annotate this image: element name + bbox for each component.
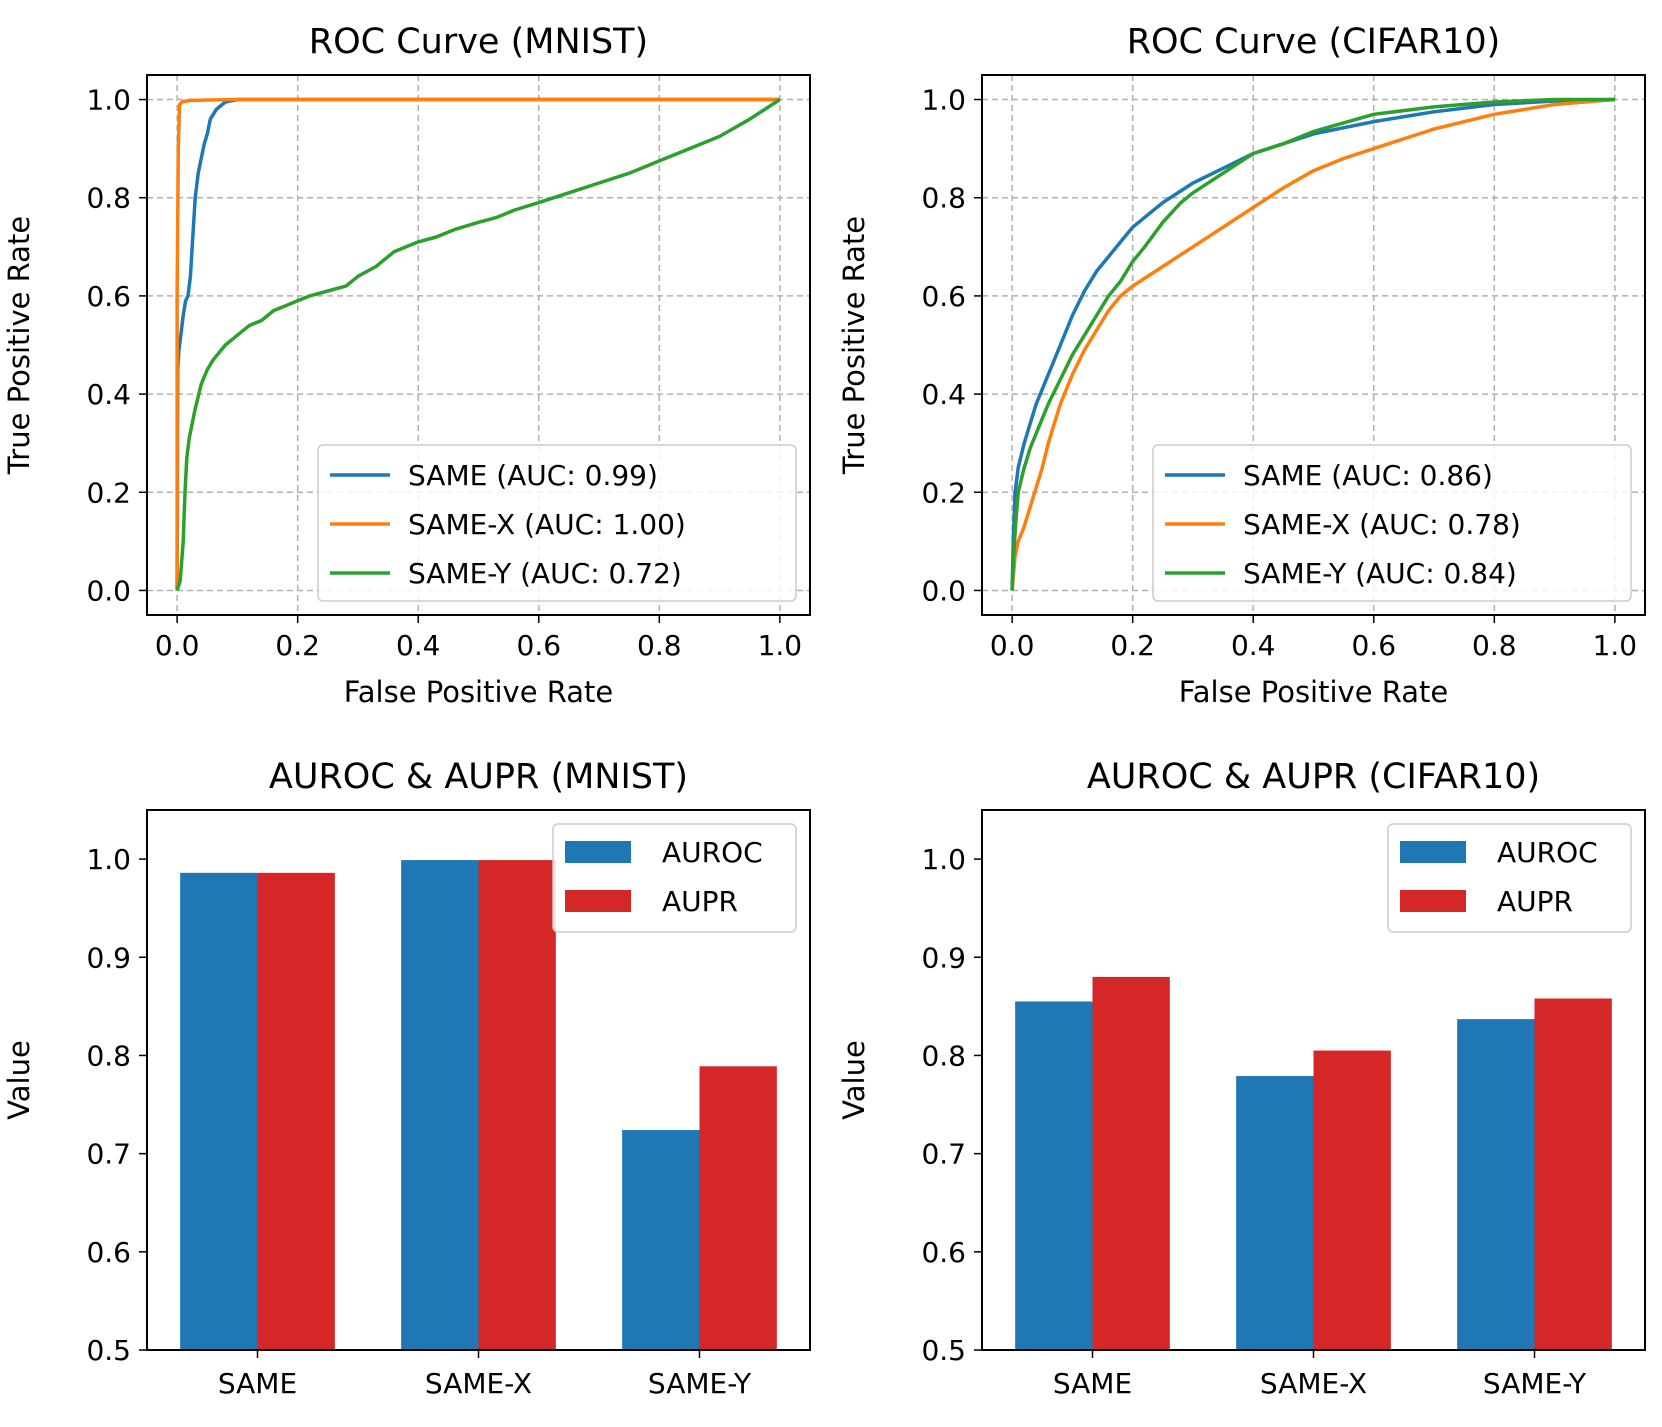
legend-swatch	[1400, 890, 1466, 912]
y-tick-label: 1.0	[86, 843, 131, 876]
y-tick-label: 0.6	[921, 280, 966, 313]
axes-frame	[146, 809, 811, 1351]
legend-swatch	[565, 841, 631, 863]
series-line-2	[175, 97, 780, 591]
x-tick-label: 0.2	[1110, 629, 1155, 662]
axes-frame	[981, 74, 1646, 616]
category-label: SAME-X	[425, 1367, 532, 1400]
bar-aupr-same-x	[1313, 1050, 1391, 1350]
y-tick-label: 1.0	[921, 843, 966, 876]
legend-box	[317, 444, 797, 602]
x-axis-label: False Positive Rate	[344, 675, 614, 709]
x-tick-label: 0.6	[517, 629, 562, 662]
chart-title: AUROC & AUPR (MNIST)	[269, 757, 688, 797]
y-tick-label: 0.2	[86, 476, 131, 509]
y-tick-label: 0.5	[86, 1334, 131, 1367]
y-tick-label: 0.8	[86, 182, 131, 215]
x-tick-label: 0.6	[1352, 629, 1397, 662]
x-tick-label: 0.4	[1231, 629, 1276, 662]
y-axis-label: Value	[2, 1040, 36, 1120]
y-tick-label: 0.8	[921, 1039, 966, 1072]
y-tick-label: 0.6	[921, 1236, 966, 1269]
y-axis-label: Value	[837, 1040, 871, 1120]
bar-aupr-same-y	[1534, 998, 1612, 1350]
x-axis-label: False Positive Rate	[1179, 675, 1449, 709]
y-tick-label: 0.5	[921, 1334, 966, 1367]
y-tick-label: 0.7	[86, 1138, 131, 1171]
category-label: SAME-Y	[648, 1367, 752, 1400]
category-label: SAME-X	[1260, 1367, 1367, 1400]
axes-frame	[146, 74, 811, 616]
x-tick-label: 0.2	[275, 629, 320, 662]
chart-title: AUROC & AUPR (CIFAR10)	[1087, 757, 1540, 797]
bar-auroc-same	[180, 872, 258, 1350]
bar-auroc-same	[1015, 1001, 1093, 1350]
y-tick-label: 0.6	[86, 280, 131, 313]
legend-entry: SAME-Y (AUC: 0.84)	[1243, 557, 1517, 590]
bar-auroc-same-x	[401, 860, 479, 1350]
legend-entry: AUPR	[1497, 885, 1573, 918]
y-tick-label: 0.9	[86, 941, 131, 974]
bar-aupr-same	[257, 872, 335, 1350]
bar-auroc-same-x	[1236, 1076, 1314, 1350]
chart-title: ROC Curve (MNIST)	[309, 22, 648, 62]
chart-2: ROC Curve (CIFAR10) True Positive Rate 0.0…	[837, 22, 1646, 709]
legend-swatch	[565, 890, 631, 912]
x-tick-label: 1.0	[1593, 629, 1638, 662]
bar-auroc-same-y	[1457, 1019, 1535, 1350]
chart-4: AUROC & AUPR (CIFAR10) Value 0.5 0.6 0.7 0.8 0…	[837, 757, 1646, 1400]
y-tick-label: 1.0	[86, 84, 131, 117]
bar-aupr-same	[1092, 976, 1170, 1350]
y-tick-label: 0.2	[921, 476, 966, 509]
x-tick-label: 1.0	[758, 629, 803, 662]
chart-3: AUROC & AUPR (MNIST) Value 0.5 0.6 0.7 0.8 0.9…	[2, 757, 811, 1400]
y-tick-label: 0.7	[921, 1138, 966, 1171]
y-tick-label: 1.0	[921, 84, 966, 117]
y-tick-label: 0.8	[921, 182, 966, 215]
y-tick-label: 0.0	[921, 574, 966, 607]
series-line-3	[1010, 97, 1615, 591]
series-line-2	[1010, 97, 1616, 591]
legend-entry: AUPR	[662, 885, 738, 918]
x-tick-label: 0.0	[155, 629, 200, 662]
legend-entry: SAME-X (AUC: 1.00)	[408, 508, 686, 541]
x-tick-label: 0.4	[396, 629, 441, 662]
series-line-3	[175, 98, 781, 592]
legend-entry: SAME (AUC: 0.86)	[1243, 459, 1493, 492]
chart-title: ROC Curve (CIFAR10)	[1127, 22, 1501, 62]
legend: SAME (AUC: 0.86) SAME-X (AUC: 0.78) SAME-Y…	[1152, 444, 1632, 602]
legend-box	[1152, 444, 1632, 602]
bar-auroc-same-y	[622, 1130, 700, 1350]
series-line-1	[1010, 97, 1615, 591]
y-axis-label: True Positive Rate	[2, 216, 36, 475]
bar-aupr-same-y	[699, 1066, 777, 1350]
category-label: SAME	[1053, 1367, 1132, 1400]
axes-frame	[981, 809, 1646, 1351]
legend-entry: SAME-Y (AUC: 0.72)	[408, 557, 682, 590]
legend-entry: AUROC	[662, 836, 763, 869]
x-tick-label: 0.8	[637, 629, 682, 662]
category-label: SAME-Y	[1483, 1367, 1587, 1400]
y-tick-label: 0.8	[86, 1039, 131, 1072]
y-tick-label: 0.4	[921, 378, 966, 411]
y-tick-label: 0.9	[921, 941, 966, 974]
y-axis-label: True Positive Rate	[837, 216, 871, 475]
legend-entry: AUROC	[1497, 836, 1598, 869]
chart-1: ROC Curve (MNIST) True Positive Rate 0.0 0.…	[2, 22, 811, 709]
legend: AUROC AUPR	[1387, 823, 1632, 933]
category-label: SAME	[218, 1367, 297, 1400]
legend-entry: SAME-X (AUC: 0.78)	[1243, 508, 1521, 541]
y-tick-label: 0.0	[86, 574, 131, 607]
y-tick-label: 0.6	[86, 1236, 131, 1269]
legend-entry: SAME (AUC: 0.99)	[408, 459, 658, 492]
legend: SAME (AUC: 0.99) SAME-X (AUC: 1.00) SAME-Y…	[317, 444, 797, 602]
x-tick-label: 0.0	[990, 629, 1035, 662]
legend-swatch	[1400, 841, 1466, 863]
legend: AUROC AUPR	[552, 823, 797, 933]
bar-aupr-same-x	[478, 860, 556, 1350]
y-tick-label: 0.4	[86, 378, 131, 411]
x-tick-label: 0.8	[1472, 629, 1517, 662]
